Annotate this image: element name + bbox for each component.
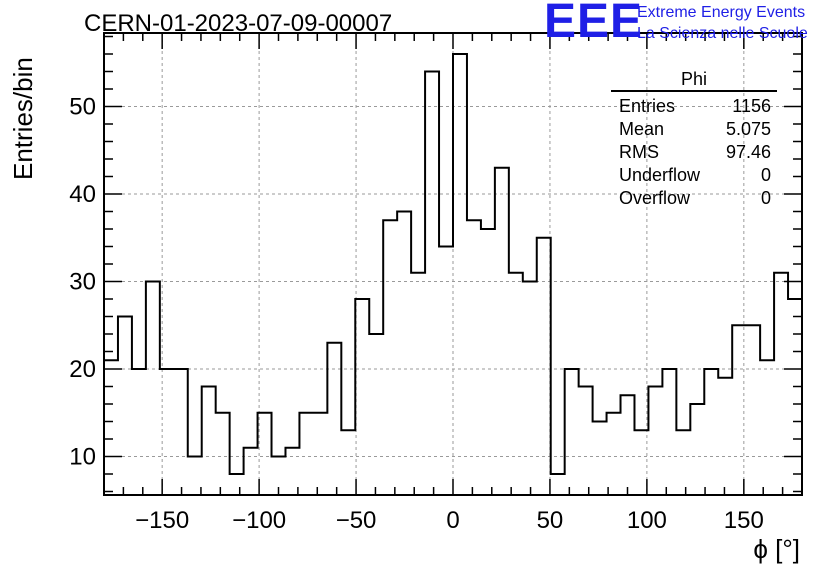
x-tick-label: 50 [537,507,564,534]
stats-value: 0 [760,188,771,208]
stats-value: 5.075 [725,119,771,139]
y-tick-label: 40 [69,181,96,208]
stats-label: Overflow [619,188,691,208]
stats-row-mean: Mean 5.075 [611,118,777,141]
stats-box: Phi Entries 1156 Mean 5.075 RMS 97.46 Under… [611,68,777,210]
y-axis-label: Entries/bin [8,57,38,180]
logo-line-2: La Scienza nelle Scuole [637,25,808,42]
stats-label: Mean [619,119,665,139]
y-tick-label: 30 [69,269,96,296]
axis-ticks [103,33,803,495]
x-tick-label: −50 [336,507,377,534]
stats-value: 1156 [732,96,771,116]
y-tick-label: 20 [69,356,96,383]
histogram-step-line [104,53,802,475]
x-tick-label: 0 [446,507,459,534]
logo-line-1: Extreme Energy Events [637,4,806,21]
stats-row-rms: RMS 97.46 [611,141,777,164]
stats-title: Phi [611,68,777,92]
stats-row-underflow: Underflow 0 [611,164,777,187]
stats-label: Entries [619,96,676,116]
stats-label: RMS [619,142,659,162]
x-tick-label: 150 [724,507,764,534]
x-axis-label: ϕ [°] [753,534,800,564]
stats-row-overflow: Overflow 0 [611,187,777,210]
stats-row-entries: Entries 1156 [611,95,777,118]
tick-labels: −150 −100 −50 0 50 100 150 10 20 30 40 50 [69,94,764,535]
stats-value: 0 [760,165,771,185]
eee-logo: EEE [544,0,644,48]
stats-label: Underflow [619,165,701,185]
stats-value: 97.46 [725,142,771,162]
x-tick-label: 100 [627,507,667,534]
x-tick-label: −150 [135,507,189,534]
chart-title: CERN-01-2023-07-09-00007 [84,10,393,37]
y-tick-label: 10 [69,444,96,471]
x-tick-label: −100 [232,507,286,534]
y-tick-label: 50 [69,94,96,121]
